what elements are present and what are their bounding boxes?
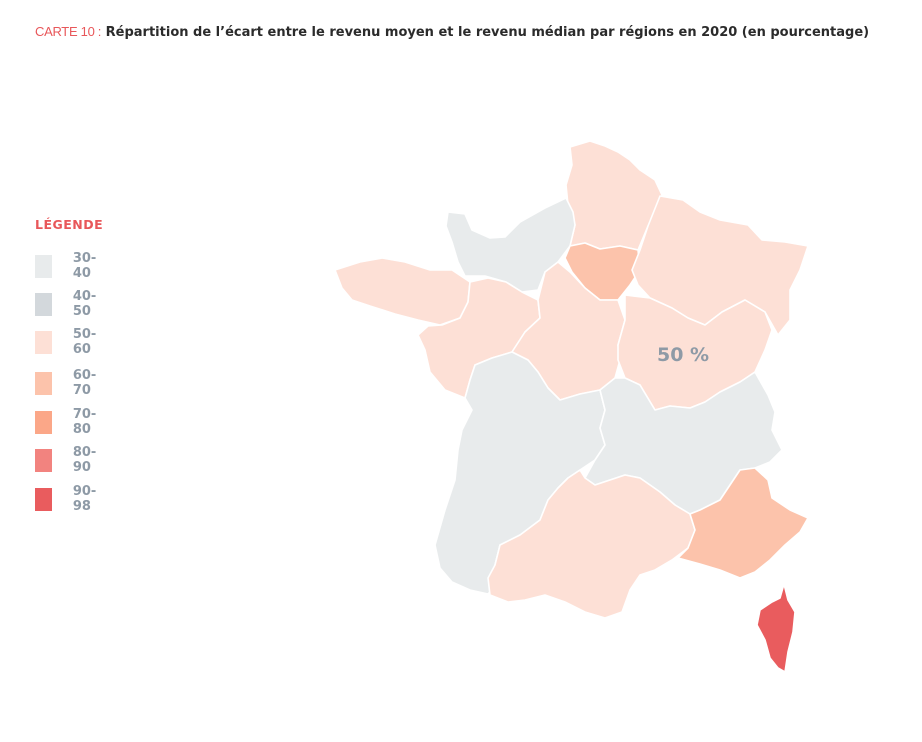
map-title-prefix: CARTE 10 : [35,24,102,39]
legend-label: 60-70 [72,368,97,398]
legend-item-90-98: 90-98 [35,484,103,514]
legend-title: LÉGENDE [35,217,104,232]
legend-item-30-40: 30-40 [35,251,103,281]
legend-swatch [35,448,52,472]
legend-item-70-80: 70-80 [35,407,103,437]
region-bretagne [334,257,471,326]
map-title: CARTE 10 : Répartition de l’écart entre … [35,24,915,40]
legend-item-50-60: 50-60 [35,327,103,357]
region-value-label: 50 % [657,344,710,366]
legend-swatch [35,487,52,511]
map-title-text: Répartition de l’écart entre le revenu m… [105,25,870,40]
legend-swatch [35,292,52,316]
legend-item-40-50: 40-50 [35,289,103,319]
legend-label: 30-40 [72,251,97,281]
legend-label: 40-50 [72,289,97,319]
legend-item-80-90: 80-90 [35,445,103,475]
legend-swatch [35,371,52,395]
legend-item-60-70: 60-70 [35,368,103,398]
legend-swatch [35,254,52,278]
legend-label: 70-80 [72,407,97,437]
region-grand-est [631,195,809,336]
legend-swatch [35,410,52,434]
region-occitanie [487,469,696,619]
legend: LÉGENDE 30-40 40-50 50-60 60-70 70-80 80… [35,217,104,514]
region-paca [677,467,809,579]
legend-label: 90-98 [72,484,97,514]
legend-label: 80-90 [72,445,97,475]
legend-swatch [35,330,52,354]
legend-label: 50-60 [72,327,97,357]
region-normandie [445,197,576,293]
region-corse [756,583,796,673]
